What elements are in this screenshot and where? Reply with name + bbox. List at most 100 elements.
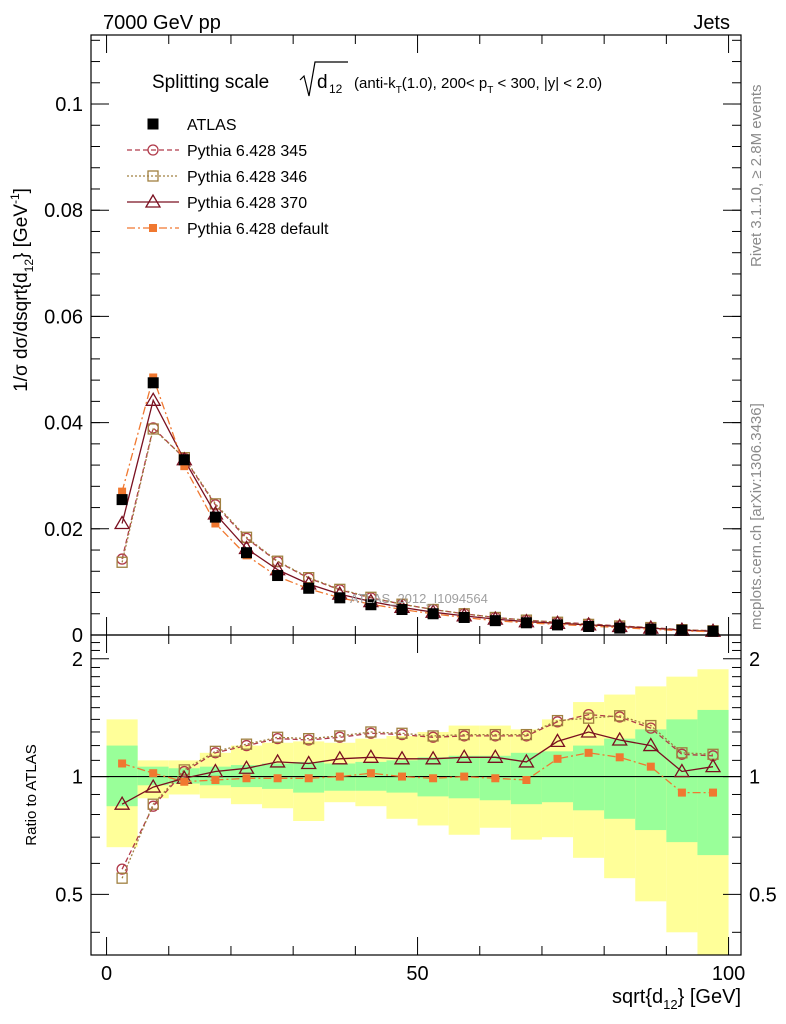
main-point-pythia-6-428-346 [271,555,284,567]
ratio-point-pythia-6-428-370 [580,723,597,738]
main-point-pythia-6-428-default [211,519,220,528]
legend-marker [144,193,162,208]
ratio-y-axis-label: Ratio to ATLAS [23,744,40,845]
legend-marker [147,170,159,182]
ratio-point-pythia-6-428-370 [518,753,535,768]
main-point-atlas [583,621,595,633]
main-point-pythia-6-428-370 [145,392,162,406]
legend-entry-pythia-6-428-default: Pythia 6.428 default [127,221,329,238]
ratio-point-pythia-6-428-370 [238,759,255,774]
main-point-atlas [209,511,221,523]
main-line-pythia-6-428-default [121,375,714,633]
ratio-point-pythia-6-428-346 [209,745,222,757]
ratio-point-pythia-6-428-default [584,748,593,757]
ratio-point-pythia-6-428-370 [424,750,442,765]
legend-entry-pythia-6-428-370: Pythia 6.428 370 [127,193,307,212]
ratio-point-pythia-6-428-346 [614,710,626,722]
ratio-point-pythia-6-428-370 [642,737,659,752]
main-point-atlas [178,454,190,466]
ratio-point-pythia-6-428-default [398,772,407,781]
ratio-point-pythia-6-428-default [677,788,686,797]
x-tick-label: 0 [101,963,112,985]
main-y-tick-label: 0.08 [44,200,83,222]
ratio-y-tick-label-right: 2 [749,649,760,671]
ratio-point-pythia-6-428-default [118,759,127,768]
ratio-point-pythia-6-428-346 [520,728,533,741]
ratio-line-pythia-6-428-default [121,752,713,794]
main-y-axis-label: 1/σ dσ/dsqrt{d12} [GeV-1] [8,188,36,392]
ratio-point-pythia-6-428-370 [549,733,566,748]
ratio-point-pythia-6-428-370 [145,778,162,793]
ratio-y-tick-label-right: 1 [749,767,760,789]
ratio-point-pythia-6-428-370 [362,749,380,763]
main-y-tick-label: 0.06 [44,306,83,328]
ratio-point-pythia-6-428-default [335,772,344,781]
ratio-axes: 0.5 0.5 1 1 2 2 0 50 100 [55,635,777,985]
main-point-atlas [489,615,501,627]
x-tick-label: 50 [406,963,428,985]
ratio-point-pythia-6-428-default [149,769,158,778]
ratio-point-pythia-6-428-370 [113,795,131,810]
chart-title-details: (anti-kT(1.0), 200< pT < 300, |y| < 2.0) [354,75,602,96]
main-axes: 0 0.02 0.04 0.06 0.08 0.1 [44,35,741,647]
main-panel: ATLAS_2012_I1094564 0 0.02 0.04 0.06 0.08 0.1… [8,34,742,647]
ratio-point-pythia-6-428-default [491,774,500,783]
ratio-point-pythia-6-428-345 [116,863,128,875]
ratio-point-pythia-6-428-default [429,774,438,783]
ratio-point-pythia-6-428-default [211,775,220,784]
ratio-point-pythia-6-428-346 [178,764,190,776]
legend-marker [149,224,157,232]
title-root-symbol: d 12 [299,61,348,97]
ratio-point-pythia-6-428-default [273,774,282,783]
ratio-point-pythia-6-428-default [553,754,562,763]
main-point-atlas [614,622,626,634]
analysis-watermark: ATLAS_2012_I1094564 [350,591,488,606]
main-point-atlas [147,377,159,389]
ratio-point-pythia-6-428-346 [303,732,315,745]
main-point-pythia-6-428-default [180,462,189,471]
header-right-label: Jets [693,12,730,34]
ratio-point-pythia-6-428-346 [458,728,470,741]
mcplots-source-label: mcplots.cern.ch [arXiv:1306.3436] [748,403,765,630]
main-point-atlas [303,582,315,594]
header-left-label: 7000 GeV pp [103,12,221,34]
main-point-atlas [676,624,688,636]
ratio-point-pythia-6-428-346 [334,730,346,742]
ratio-point-pythia-6-428-346 [582,712,595,724]
ratio-point-pythia-6-428-370 [269,753,286,768]
ratio-point-pythia-6-428-346 [271,731,284,743]
ratio-y-tick-label-left: 1 [72,767,83,789]
legend-label: Pythia 6.428 345 [187,143,307,160]
main-point-pythia-6-428-346 [209,498,222,510]
x-tick-label: 100 [712,963,745,985]
rivet-version-label: Rivet 3.1.10, ≥ 2.8M events [748,85,765,268]
ratio-point-pythia-6-428-370 [393,750,411,765]
ratio-point-pythia-6-428-default [242,774,251,783]
ratio-point-pythia-6-428-346 [365,726,377,738]
ratio-point-pythia-6-428-default [646,762,655,771]
ratio-point-pythia-6-428-370 [673,763,691,778]
main-y-tick-label: 0 [72,625,83,647]
legend-marker [147,118,159,130]
ratio-frame [90,634,742,956]
ratio-point-pythia-6-428-default [522,775,531,784]
ratio-point-pythia-6-428-default [460,772,469,781]
main-y-tick-label: 0.02 [44,519,83,541]
ratio-point-pythia-6-428-346 [676,747,688,759]
legend-label: Pythia 6.428 370 [187,195,307,212]
main-point-pythia-6-428-346 [147,423,159,435]
ratio-inner-band-bin [697,709,729,856]
ratio-point-pythia-6-428-370 [487,749,504,763]
svg-text:d: d [317,72,328,93]
main-point-atlas [241,547,253,559]
ratio-inner-band-bin [604,738,636,819]
main-point-pythia-6-428-370 [113,515,131,530]
legend-label: Pythia 6.428 346 [187,169,307,186]
ratio-y-tick-label-left: 2 [72,649,83,671]
ratio-panel: 0.5 0.5 1 1 2 2 0 50 100 Ratio to ATLAS sqrt{d12… [23,634,777,1012]
main-point-atlas [334,592,346,604]
main-point-atlas [272,570,284,582]
ratio-point-pythia-6-428-346 [396,727,408,739]
ratio-point-pythia-6-428-346 [489,728,501,741]
chart-title: Splitting scale [152,72,269,93]
